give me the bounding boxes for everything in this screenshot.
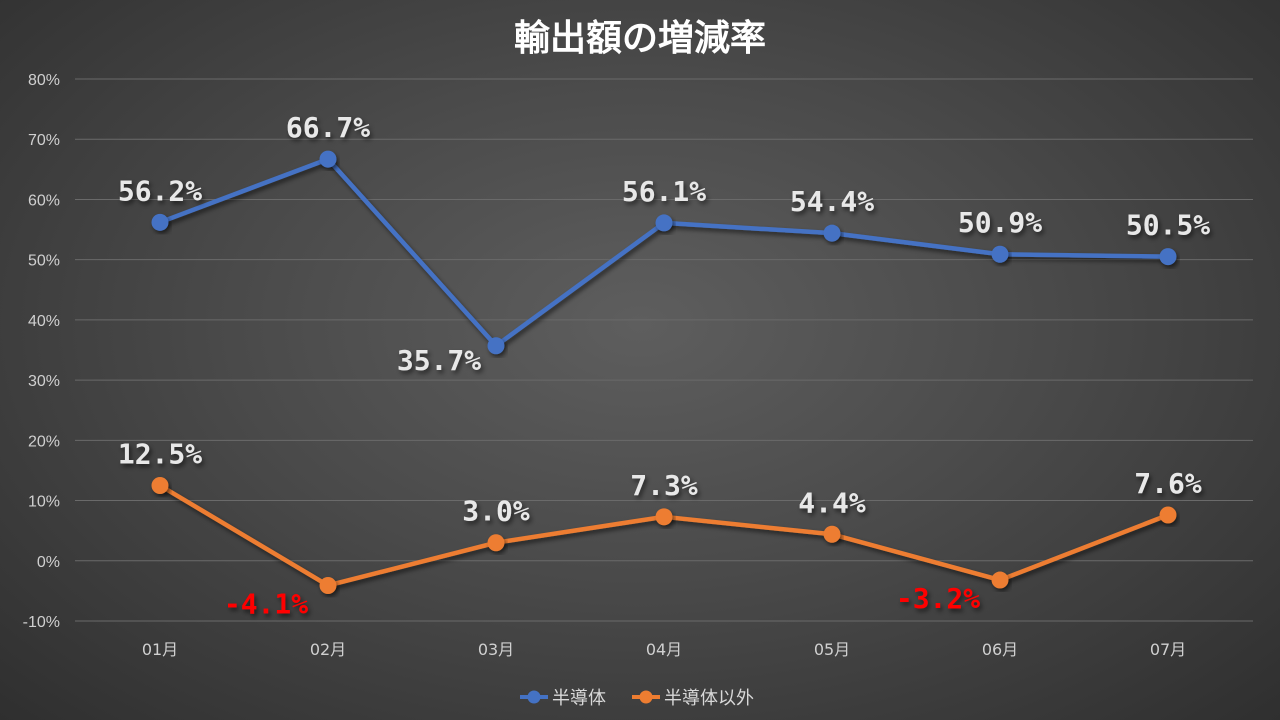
data-point — [319, 150, 337, 168]
data-point — [655, 214, 673, 232]
y-tick-label: 20% — [28, 433, 60, 450]
x-tick-label: 07月 — [1150, 640, 1186, 659]
data-label: 56.2% — [118, 174, 202, 207]
chart-title: 輸出額の増減率 — [514, 18, 766, 59]
data-point — [655, 508, 673, 526]
y-tick-label: 10% — [28, 494, 60, 511]
data-point — [991, 245, 1009, 263]
data-label: 54.4% — [790, 185, 874, 218]
y-tick-label: 0% — [37, 554, 60, 571]
x-tick-label: 04月 — [646, 640, 682, 659]
y-axis: -10% 0% 10% 20% 30% 40% 50% 60% 70% 80% — [23, 72, 60, 631]
legend-swatch-marker — [527, 690, 541, 704]
data-label: 7.3% — [630, 469, 698, 502]
y-tick-label: 70% — [28, 132, 60, 149]
legend-label: 半導体以外 — [664, 688, 754, 709]
data-label: 3.0% — [462, 495, 530, 528]
x-tick-label: 05月 — [814, 640, 850, 659]
x-tick-label: 03月 — [478, 640, 514, 659]
data-point — [487, 534, 505, 552]
data-point — [991, 571, 1009, 589]
x-tick-label: 02月 — [310, 640, 346, 659]
data-point — [1159, 506, 1177, 524]
y-tick-label: 60% — [28, 192, 60, 209]
y-tick-label: 80% — [28, 72, 60, 89]
data-point — [151, 477, 169, 494]
grid — [75, 78, 1253, 622]
data-labels: 56.2% 66.7% 35.7% 56.1% 54.4% 50.9% 50.5% 12.5%… — [118, 111, 1210, 620]
data-label: -3.2% — [896, 582, 980, 615]
data-point — [151, 213, 169, 231]
data-label: 50.9% — [958, 206, 1042, 239]
data-point — [1159, 248, 1177, 266]
data-label: 35.7% — [397, 344, 481, 377]
data-label: -4.1% — [224, 587, 308, 620]
x-tick-label: 06月 — [982, 640, 1018, 659]
y-tick-label: 30% — [28, 373, 60, 390]
data-label: 7.6% — [1134, 467, 1202, 500]
data-point — [823, 224, 841, 242]
y-tick-label: 50% — [28, 253, 60, 270]
y-tick-label: -10% — [23, 614, 60, 631]
y-tick-label: 40% — [28, 313, 60, 330]
data-label: 12.5% — [118, 438, 202, 471]
legend-label: 半導体 — [552, 688, 606, 709]
series-area — [151, 150, 1177, 594]
data-label: 66.7% — [286, 111, 370, 144]
data-point — [823, 525, 841, 543]
x-axis: 01月 02月 03月 04月 05月 06月 07月 — [142, 640, 1186, 659]
legend: 半導体 半導体以外 — [520, 688, 754, 709]
x-tick-label: 01月 — [142, 640, 178, 659]
data-point — [319, 576, 337, 594]
legend-swatch-marker — [639, 690, 653, 704]
data-label: 56.1% — [622, 175, 706, 208]
data-point — [487, 337, 505, 355]
data-label: 4.4% — [798, 486, 866, 519]
data-label: 50.5% — [1126, 209, 1210, 242]
